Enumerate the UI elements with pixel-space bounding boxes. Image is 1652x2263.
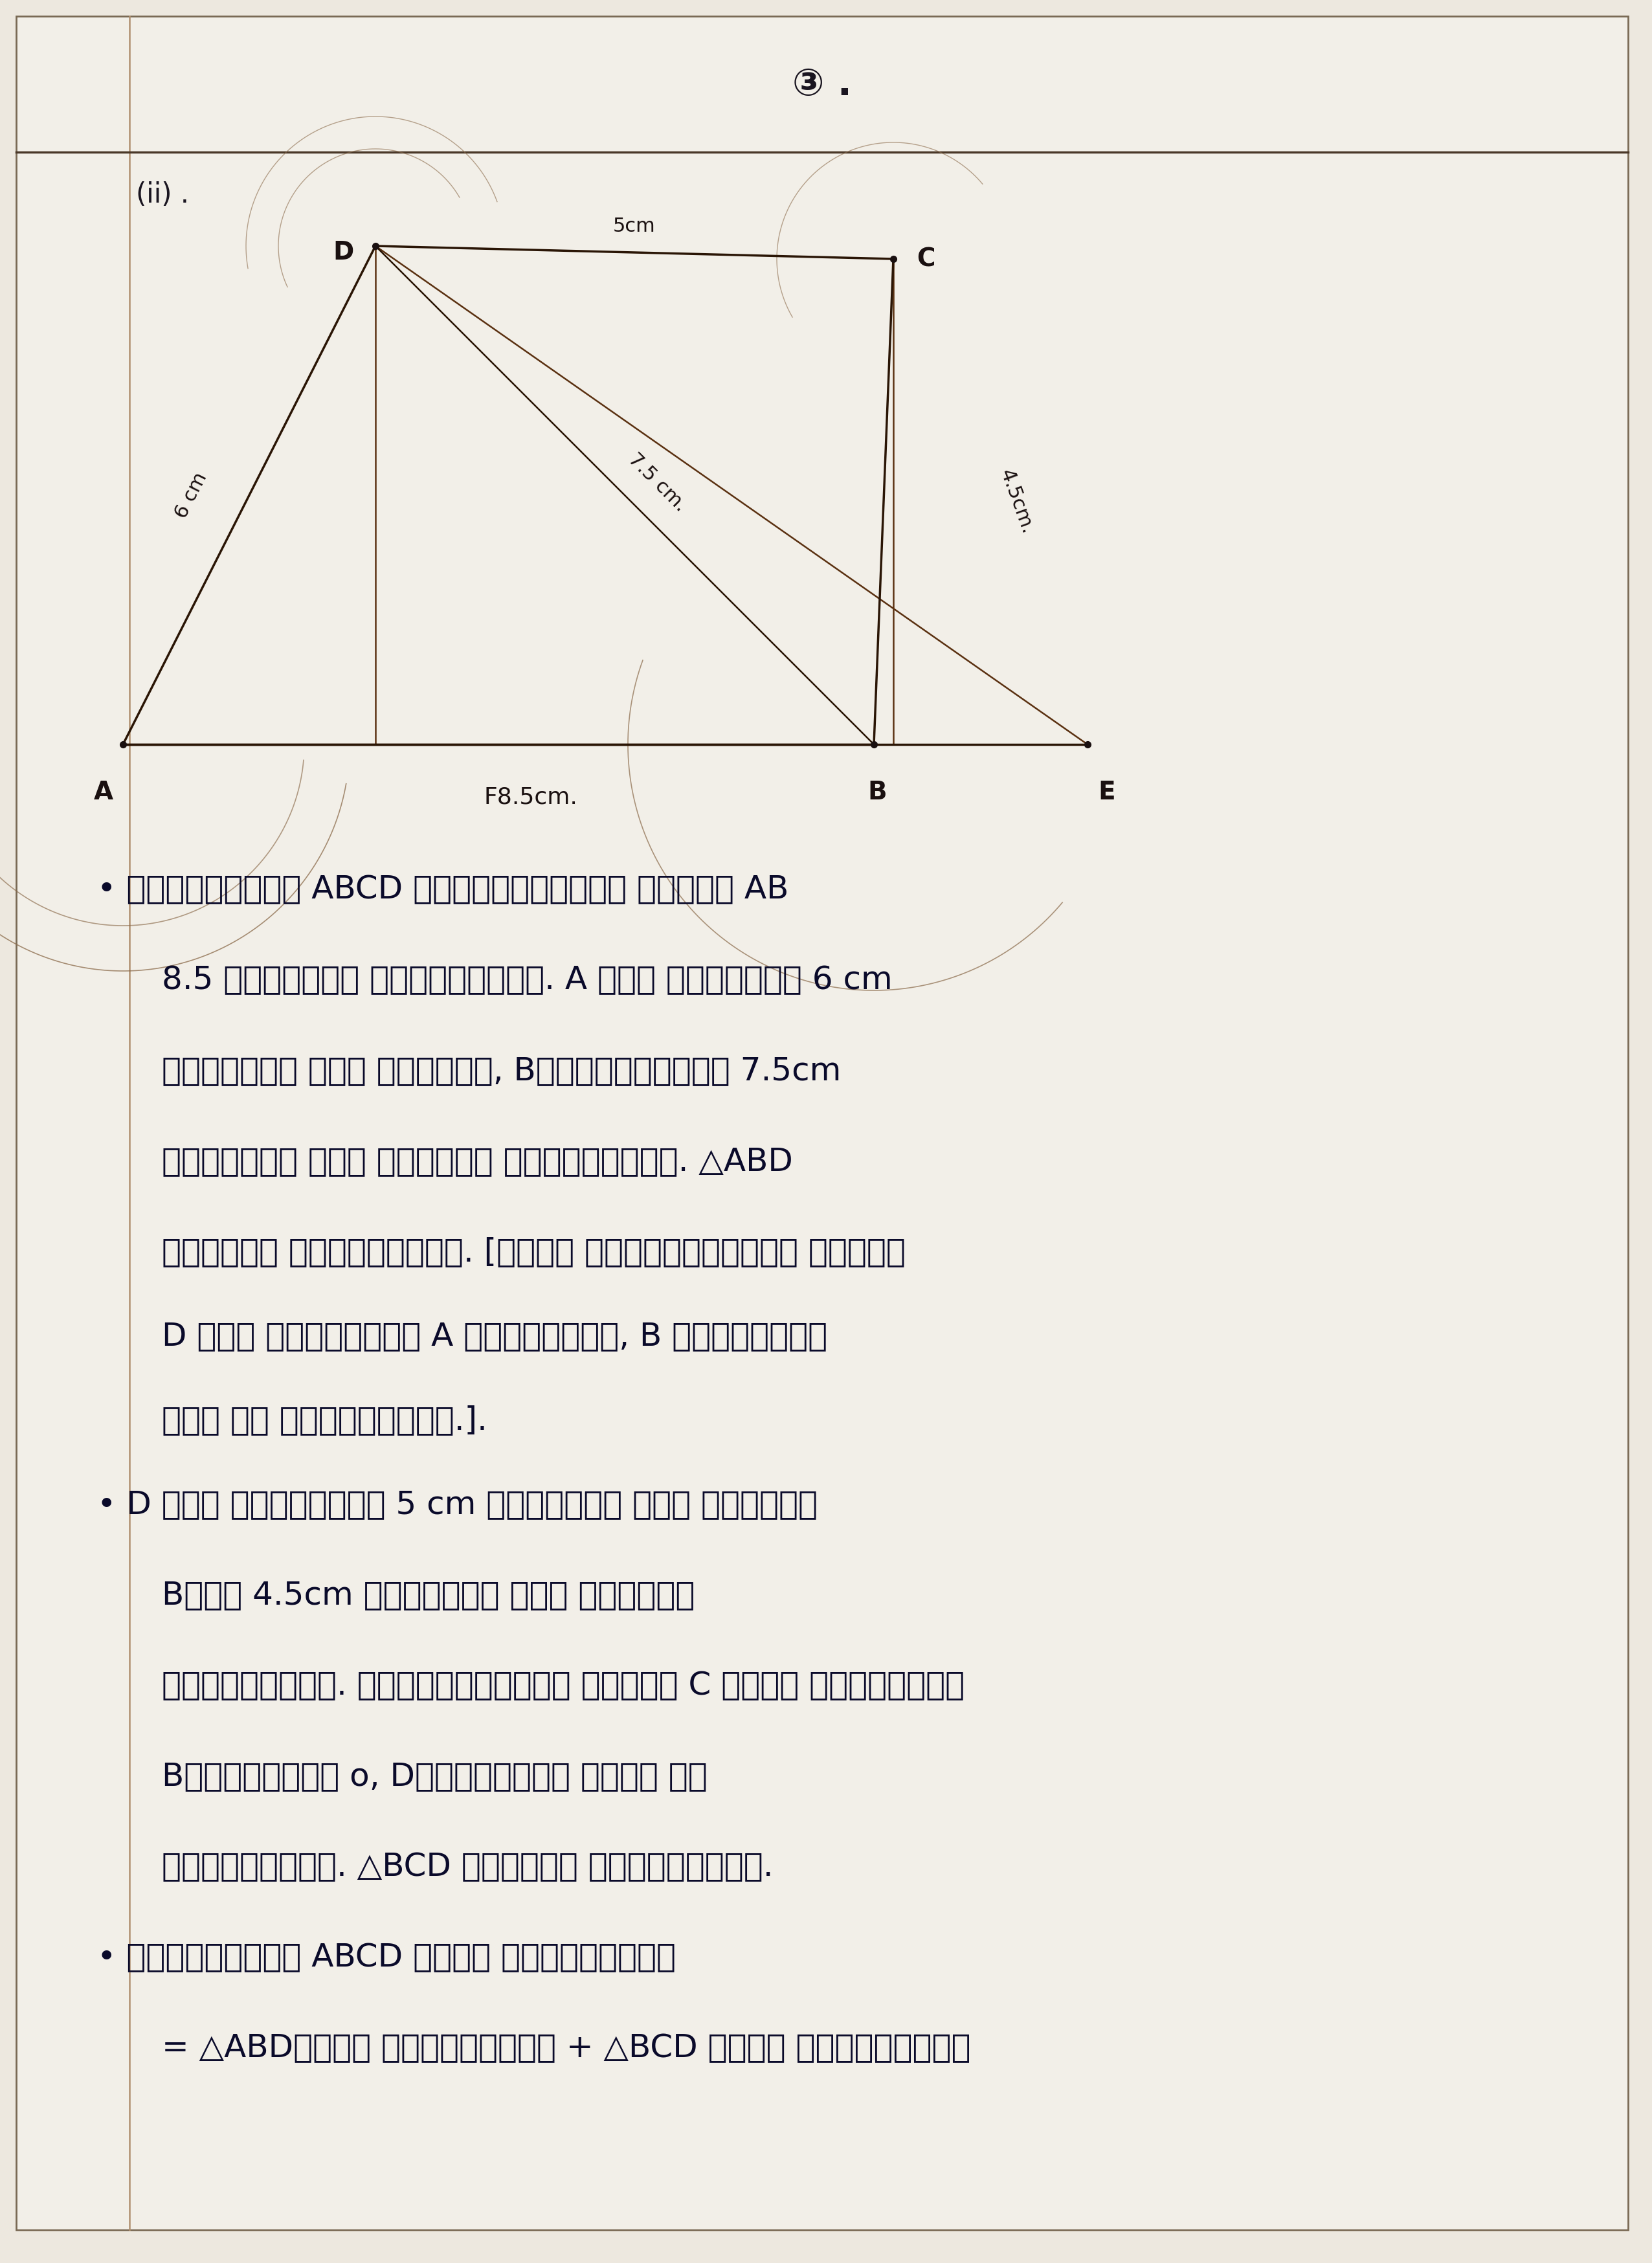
Text: വരയ്ക്കുക. കുറിക്കുന്ന ബിൺദു C യില് നിൺന്നും: വരയ്ക്കുക. കുറിക്കുന്ന ബിൺദു C യില് നിൺന… <box>162 1670 965 1702</box>
Text: 7.5 cm.: 7.5 cm. <box>624 450 691 516</box>
Text: D യിൽ നിൺന്നും A യിലേക്കം, B യിലേക്കം: D യിൽ നിൺന്നും A യിലേക്കം, B യിലേക്കം <box>162 1322 828 1351</box>
Text: Bയിൽ 4.5cm എടുത്ത് ഒരു ചാപവും: Bയിൽ 4.5cm എടുത്ത് ഒരു ചാപവും <box>162 1580 695 1611</box>
Text: C: C <box>917 247 935 272</box>
Text: എടുത്ത് ഒരു ചാപവും വരയ്ക്കുക. △ABD: എടുത്ത് ഒരു ചാപവും വരയ്ക്കുക. △ABD <box>162 1145 793 1177</box>
Text: • ചതുര്ഭുജം ABCD യുടെ വറ്പ്പളവ്: • ചതുര്ഭുജം ABCD യുടെ വറ്പ്പളവ് <box>97 1942 676 1973</box>
Text: E: E <box>1099 781 1115 806</box>
Text: 8.5 എടുത്ത് വരയ്ക്കുക. A യിൽ നിൺന്നു 6 cm: 8.5 എടുത്ത് വരയ്ക്കുക. A യിൽ നിൺന്നു 6 c… <box>162 964 892 996</box>
Text: 6 cm: 6 cm <box>172 468 210 520</box>
Text: ഒരേ വര വരയ്ക്കുക.].: ഒരേ വര വരയ്ക്കുക.]. <box>162 1405 487 1435</box>
Text: (ii) .: (ii) . <box>135 181 188 208</box>
Text: A: A <box>94 781 114 806</box>
Text: B: B <box>867 781 887 806</box>
Text: = △ABDയുടെ വറ്പ്പളവ് + △BCD യുടെ വറ്പ്പളവ്: = △ABDയുടെ വറ്പ്പളവ് + △BCD യുടെ വറ്പ്പള… <box>162 2032 971 2064</box>
Text: 4.5cm.: 4.5cm. <box>996 466 1037 536</box>
Text: • D യിൽ നിൺന്നും 5 cm എടുത്ത് ഒരു ചാപവും: • D യിൽ നിൺന്നും 5 cm എടുത്ത് ഒരു ചാപവും <box>97 1489 818 1521</box>
Text: എടുത്ത് ഒരു ചാപവും, Bയിൽനിൺന്ന് 7.5cm: എടുത്ത് ഒരു ചാപവും, Bയിൽനിൺന്ന് 7.5cm <box>162 1055 841 1086</box>
Text: 5cm: 5cm <box>613 217 656 235</box>
Text: D: D <box>332 240 354 265</box>
Text: വരയ്ക്കുക. △BCD വരക്ക് കഴിഞ്ഞതാൾ.: വരയ്ക്കുക. △BCD വരക്ക് കഴിഞ്ഞതാൾ. <box>162 1851 773 1883</box>
Text: Bയിലേക്കം o, Dയിലേക്കം ഒരേർ വര: Bയിലേക്കം o, Dയിലേക്കം ഒരേർ വര <box>162 1761 707 1792</box>
Text: ③ .: ③ . <box>793 66 852 102</box>
Text: • ചതുര്ഭുജം ABCD വരയ്ക്കുവാൻ ആദ്യം AB: • ചതുര്ഭുജം ABCD വരയ്ക്കുവാൻ ആദ്യം AB <box>97 874 788 905</box>
Text: വരക്ക് കഴിഞ്ഞതാൾ. [ചാപം കുറിക്കുന്ന ബിൺദു: വരക്ക് കഴിഞ്ഞതാൾ. [ചാപം കുറിക്കുന്ന ബിൺദ… <box>162 1236 905 1267</box>
Text: F8.5cm.: F8.5cm. <box>484 788 578 808</box>
